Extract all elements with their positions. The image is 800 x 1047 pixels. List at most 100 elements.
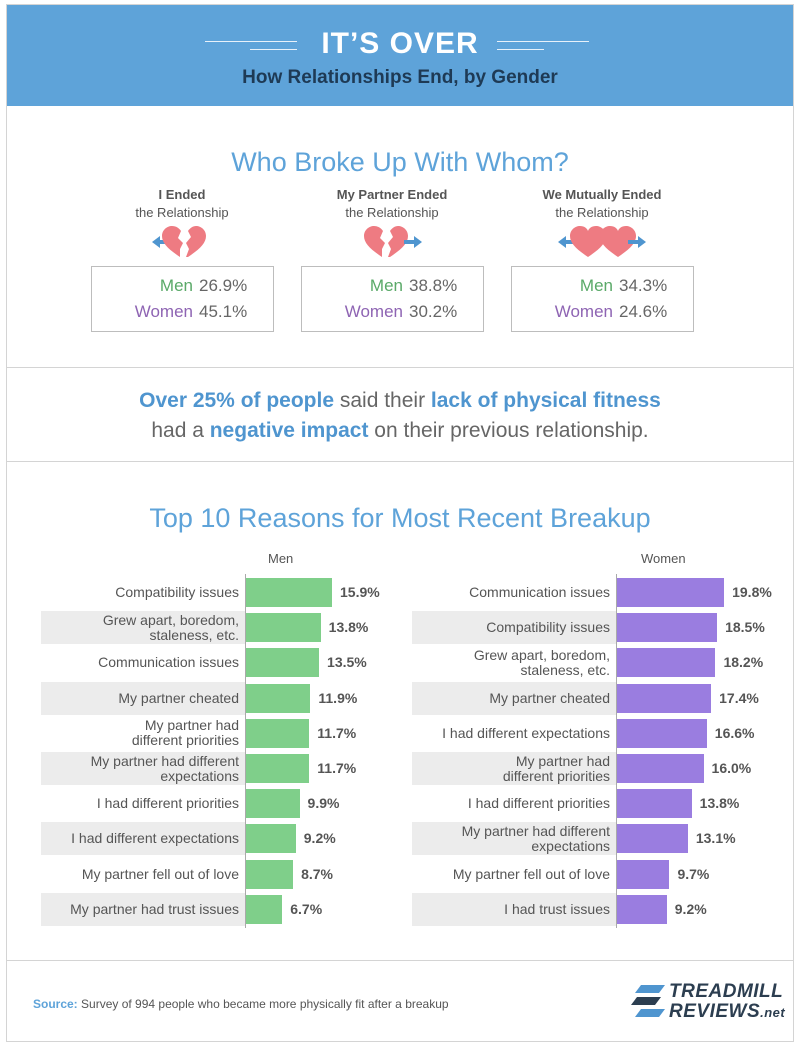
fitness-highlight: Over 25% of people <box>139 389 335 412</box>
bar-value-label: 6.7% <box>290 900 323 917</box>
ended-group-heading-rest: the Relationship <box>345 205 439 220</box>
bar-value-label: 13.1% <box>695 830 736 847</box>
ended-group-heading-bold: We Mutually Ended <box>542 187 662 202</box>
row-stripe <box>412 822 616 856</box>
bar <box>617 894 667 924</box>
category-label-line: expectations <box>531 837 610 854</box>
bar-value-label: 17.4% <box>719 689 759 706</box>
women-label: Women <box>554 302 613 321</box>
header-rule <box>205 41 297 42</box>
category-label: Communication issues <box>412 576 610 609</box>
category-label: I had different expectations <box>41 822 239 855</box>
category-label-line: I had different priorities <box>96 795 239 812</box>
row-stripe <box>41 681 245 715</box>
category-label: My partner had different priorities <box>412 752 610 785</box>
category-label-line: My partner had trust issues <box>70 900 239 917</box>
men-value: 34.3% <box>619 276 668 295</box>
category-label: Grew apart, boredom, staleness, etc. <box>41 611 239 644</box>
ended-group-heading-rest: the Relationship <box>555 205 649 220</box>
fitness-statement: Over 25% of people said their lack of ph… <box>7 386 793 446</box>
who-broke-up-title: Who Broke Up With Whom? <box>231 147 569 177</box>
row-stripe <box>412 752 616 785</box>
logo-text-reviews: REVIEWS <box>669 1001 761 1022</box>
bar-value-label: 11.7% <box>317 760 357 776</box>
bar <box>246 648 320 678</box>
category-label-line: My partner had different <box>90 752 239 769</box>
ended-group-heading: I Ended the Relationship <box>92 186 272 222</box>
category-label-line: I had trust issues <box>504 900 610 917</box>
category-label-line: I had different expectations <box>442 724 610 741</box>
bar <box>617 754 704 783</box>
chart-axis-line <box>245 574 246 928</box>
category-label: My partner had trust issues <box>41 893 239 926</box>
bar-value-label: 13.8% <box>328 619 369 636</box>
category-label: My partner fell out of love <box>412 858 610 891</box>
page-title: IT’S OVER <box>321 27 479 60</box>
category-label-line: I had different priorities <box>467 795 610 812</box>
bar-value-label: 9.2% <box>674 900 707 917</box>
bar <box>617 613 718 643</box>
gender-stats-box: Men 26.9% Women 45.1% <box>91 266 274 332</box>
source-label: Source: <box>33 997 78 1011</box>
gender-stats-box: Men 38.8% Women 30.2% <box>301 266 484 332</box>
bar-value-label: 16.6% <box>714 724 755 741</box>
row-stripe <box>41 752 245 785</box>
gender-stats-box: Men 34.3% Women 24.6% <box>511 266 694 332</box>
category-label-line: Communication issues <box>469 584 610 600</box>
header-banner: IT’S OVER How Relationships End, by Gend… <box>7 5 793 106</box>
section-divider <box>7 960 793 961</box>
category-label-line: My partner cheated <box>489 689 610 706</box>
row-stripe <box>412 681 616 715</box>
bar <box>246 613 321 643</box>
bar <box>617 648 716 678</box>
bar <box>617 578 725 607</box>
category-label-line: different priorities <box>131 732 239 749</box>
bar-value-label: 9.9% <box>307 795 340 812</box>
category-label-line: Grew apart, boredom, <box>102 611 239 628</box>
bar <box>246 578 333 607</box>
row-stripe <box>41 892 245 926</box>
category-label-line: My partner fell out of love <box>81 865 239 882</box>
section-divider <box>7 461 793 462</box>
category-label: My partner had different expectations <box>412 822 610 855</box>
category-label: Communication issues <box>41 646 239 679</box>
bar <box>617 859 670 889</box>
fitness-highlight: lack of physical fitness <box>430 389 661 412</box>
category-label: My partner fell out of love <box>41 858 239 891</box>
men-column-header: Men <box>268 551 294 566</box>
category-label-line: My partner had different <box>461 822 610 839</box>
category-label-line: Grew apart, boredom, <box>473 646 610 663</box>
category-label-line: My partner had <box>144 717 239 734</box>
bar <box>246 894 283 924</box>
category-label-line: My partner fell out of love <box>452 865 610 882</box>
category-label: I had different expectations <box>412 717 610 750</box>
bar <box>246 789 300 819</box>
bar-value-label: 8.7% <box>301 865 333 882</box>
logo-text-line1: TREADMILL <box>669 981 784 1002</box>
bar-value-label: 16.0% <box>711 760 752 776</box>
header-rule <box>497 49 544 50</box>
row-stripe <box>412 892 616 926</box>
bar <box>246 683 311 713</box>
men-label: Men <box>369 276 403 295</box>
men-label: Men <box>579 276 613 295</box>
heart-broken-right-arrow-icon <box>360 225 424 264</box>
category-label: My partner cheated <box>412 682 610 715</box>
ended-group-heading-rest: the Relationship <box>135 205 229 220</box>
logo-text-line2: REVIEWS.net <box>669 1001 785 1023</box>
bar <box>246 824 296 854</box>
category-label-line: My partner had <box>515 752 610 769</box>
category-label: Grew apart, boredom, staleness, etc. <box>412 646 610 679</box>
men-value: 26.9% <box>199 276 248 295</box>
header-rule <box>497 41 589 42</box>
chart-axis-line <box>616 574 617 928</box>
category-label: My partner had different expectations <box>41 752 239 785</box>
women-label: Women <box>344 302 403 321</box>
bar <box>617 789 692 819</box>
header-rule <box>250 49 297 50</box>
category-label: My partner had different priorities <box>41 717 239 750</box>
bar-value-label: 18.2% <box>723 654 764 671</box>
category-label-line: Compatibility issues <box>486 619 610 636</box>
bar <box>617 683 712 713</box>
bar <box>246 718 310 748</box>
